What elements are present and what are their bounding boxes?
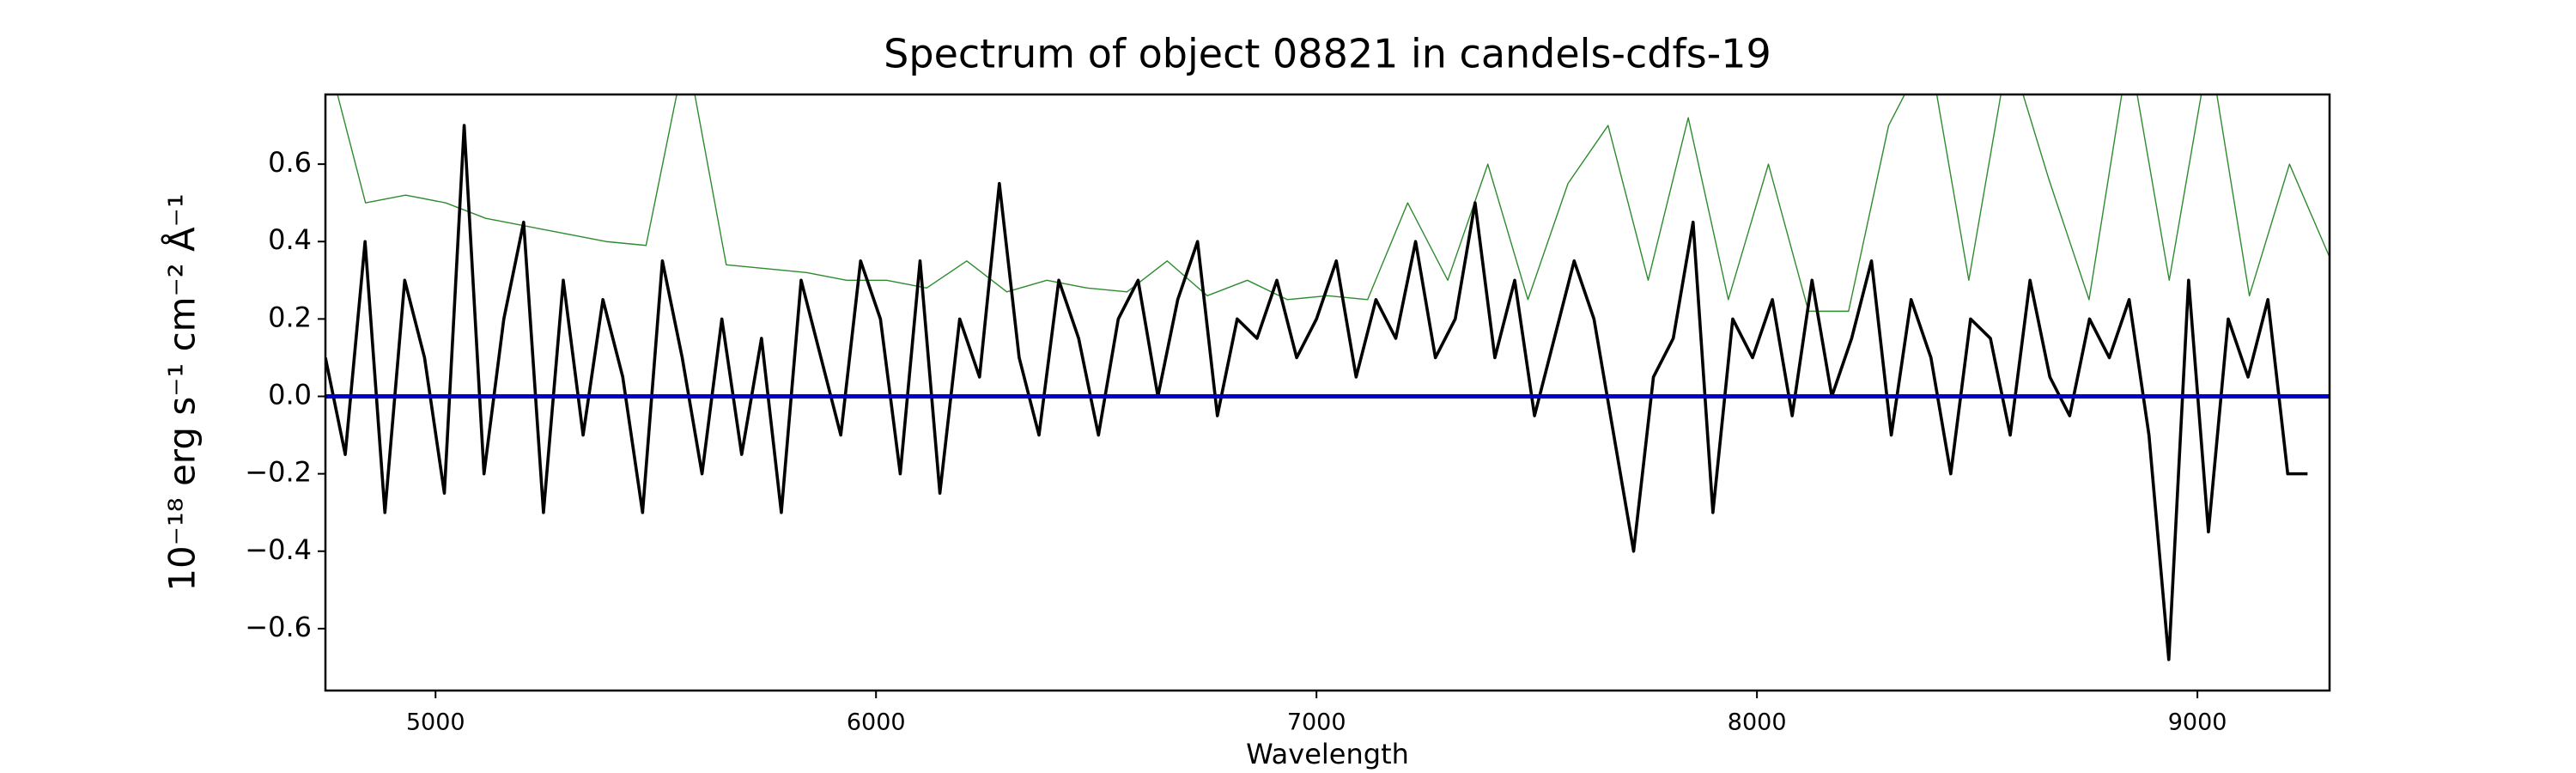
y-axis-label: 10⁻¹⁸ erg s⁻¹ cm⁻² Å⁻¹: [161, 193, 204, 591]
chart-title: Spectrum of object 08821 in candels-cdfs…: [884, 31, 1771, 77]
x-tick-label: 5000: [406, 709, 465, 736]
y-tick-label: 0.6: [268, 146, 312, 179]
y-tick-label: −0.6: [245, 611, 312, 643]
plot-area: [325, 94, 2330, 661]
spectrum-line: [337, 94, 2330, 313]
x-axis-label: Wavelength: [1246, 738, 1409, 770]
y-tick-label: 0.0: [268, 379, 312, 411]
x-tick-label: 6000: [847, 709, 906, 736]
plot-frame: [324, 93, 2331, 692]
y-tick-label: 0.2: [268, 301, 312, 333]
x-tick-label: 8000: [1728, 709, 1787, 736]
y-tick-label: 0.4: [268, 223, 312, 256]
x-tick-label: 9000: [2168, 709, 2227, 736]
y-tick-label: −0.2: [245, 456, 312, 489]
x-tick-label: 7000: [1287, 709, 1346, 736]
y-tick-label: −0.4: [245, 533, 312, 566]
spectrum-line: [325, 124, 2308, 661]
